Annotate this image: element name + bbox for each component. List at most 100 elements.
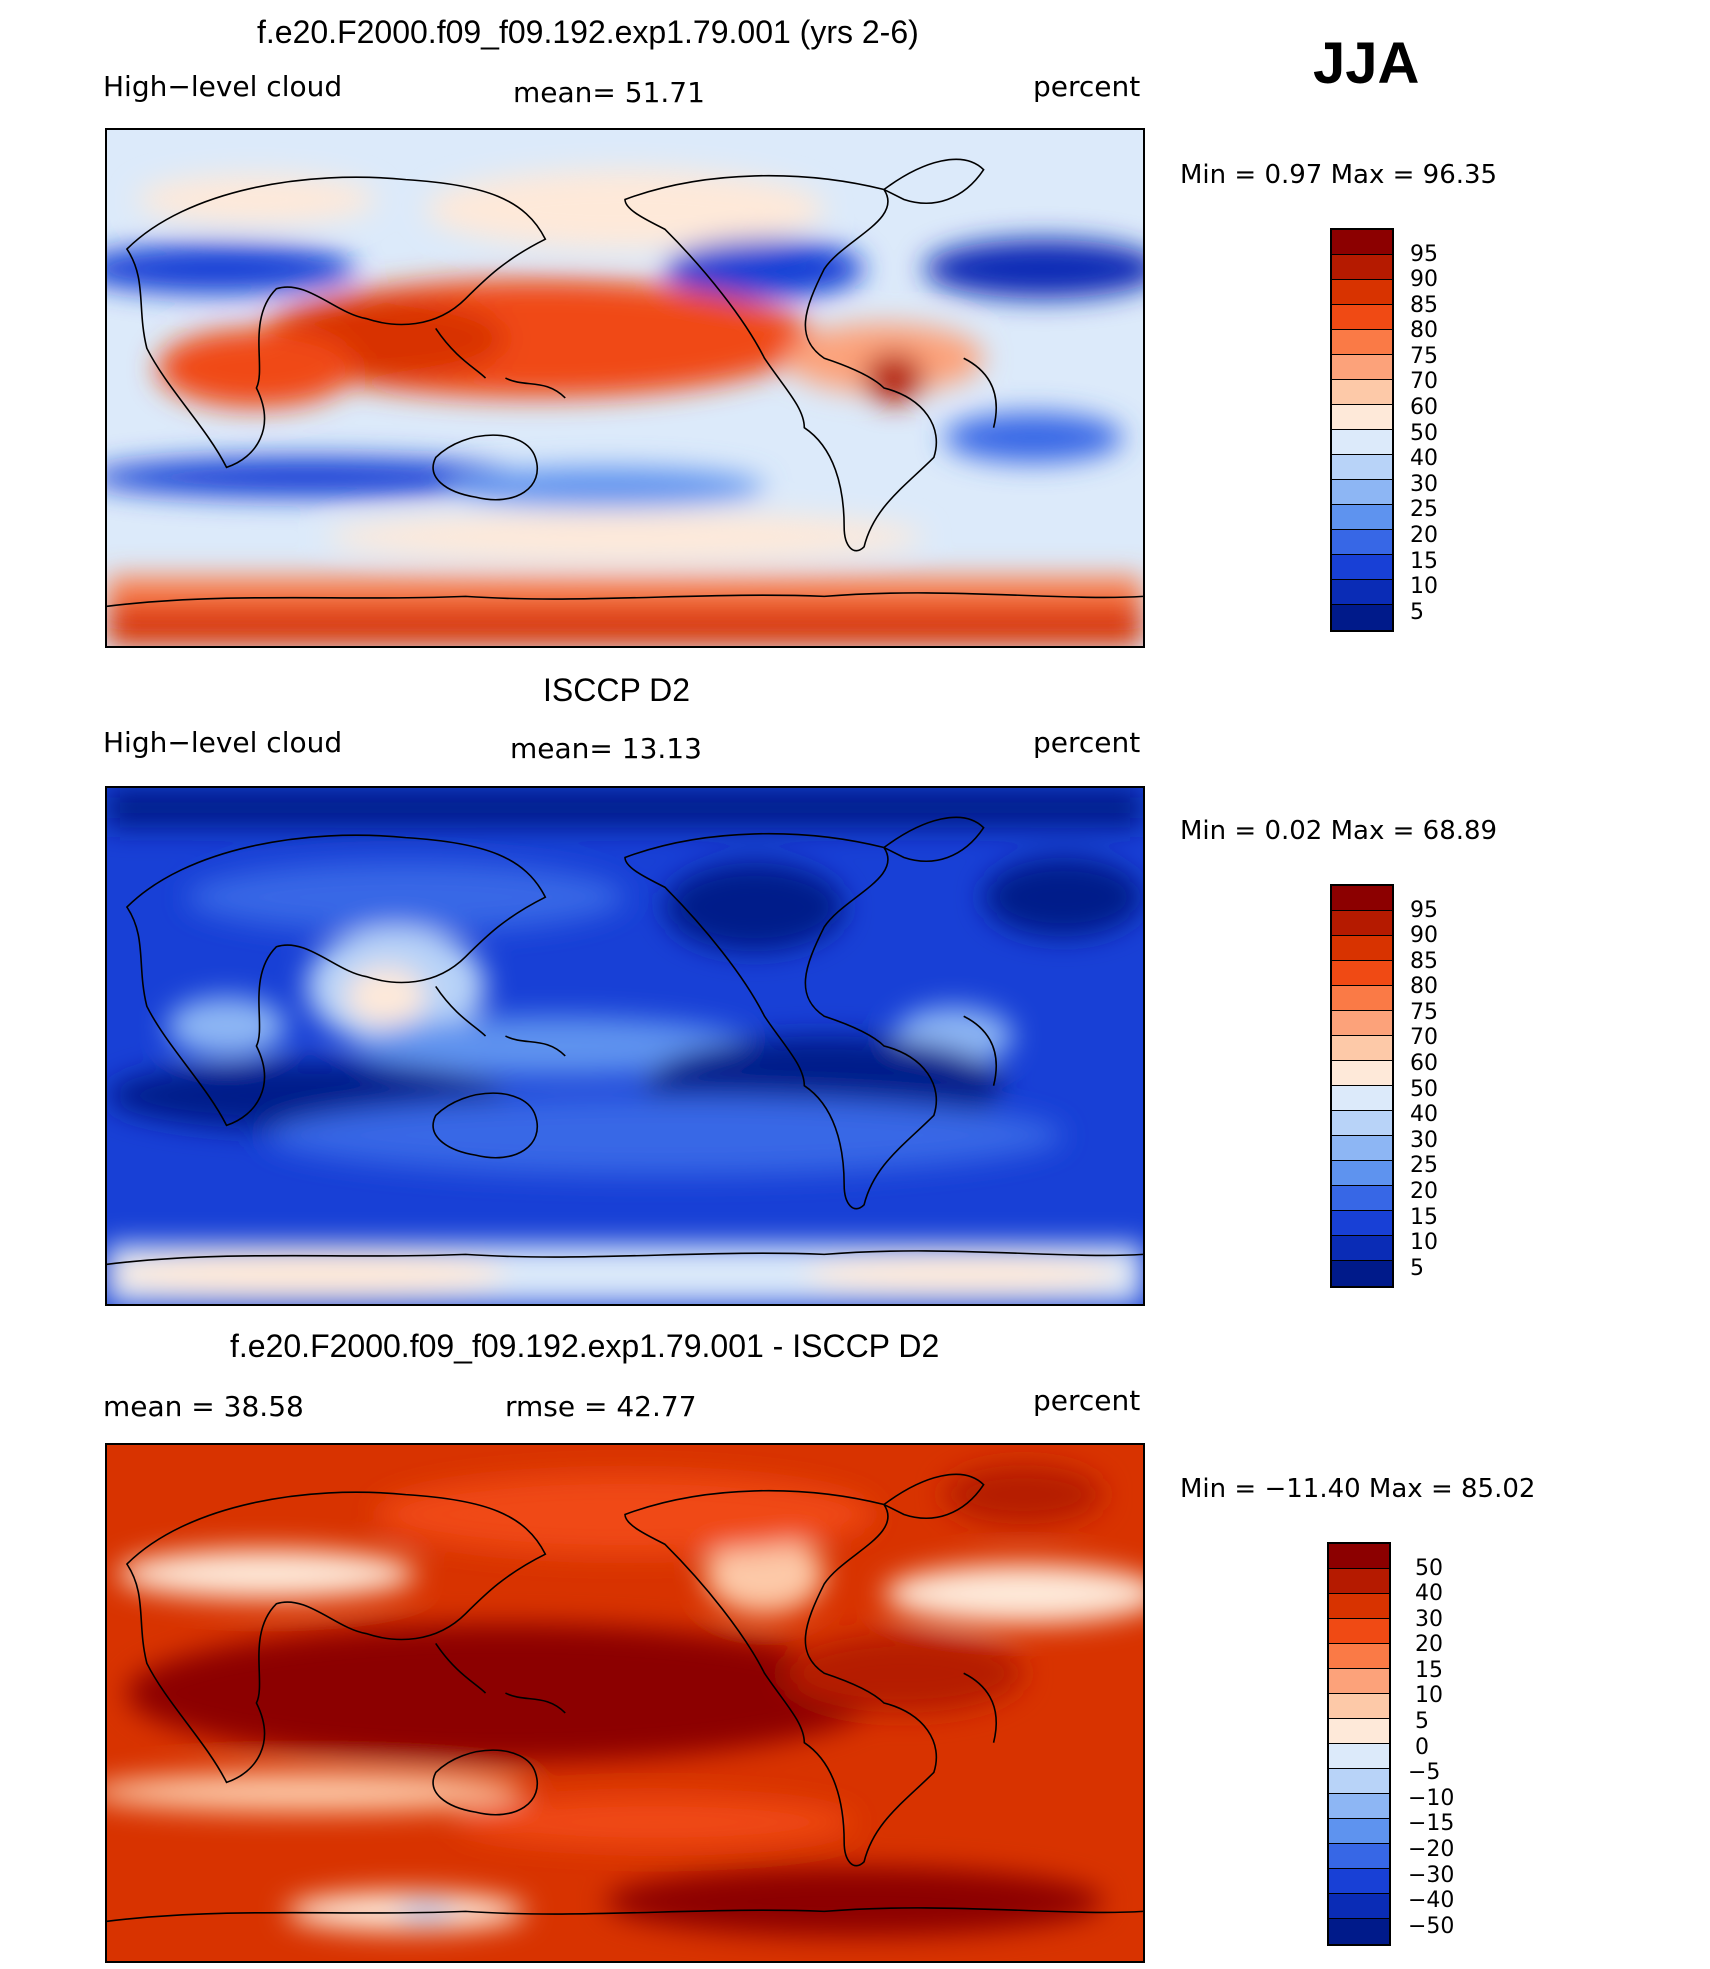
colorbar-tick-label: 20 [1415, 1632, 1443, 1657]
colorbar-swatch [1329, 1869, 1389, 1894]
panel-2-colorbar [1330, 884, 1394, 1288]
colorbar-tick-label: 5 [1410, 600, 1424, 625]
colorbar-tick-label: 50 [1410, 1077, 1438, 1102]
colorbar-tick-label: 30 [1410, 1128, 1438, 1153]
colorbar-swatch [1329, 1819, 1389, 1844]
colorbar-tick-label: 30 [1415, 1607, 1443, 1632]
colorbar-tick-label: 90 [1410, 267, 1438, 292]
colorbar-swatch [1332, 380, 1392, 405]
colorbar-tick-label: 20 [1410, 1179, 1438, 1204]
colorbar-swatch [1329, 1644, 1389, 1669]
colorbar-swatch [1329, 1669, 1389, 1694]
colorbar-swatch [1332, 305, 1392, 330]
panel-1-colorbar [1330, 228, 1394, 632]
panel-2-mean: mean= 13.13 [510, 732, 702, 765]
colorbar-swatch [1332, 405, 1392, 430]
colorbar-swatch [1329, 1919, 1389, 1944]
panel-2-units: percent [1033, 726, 1141, 759]
colorbar-swatch [1332, 455, 1392, 480]
difference-field [107, 1464, 1143, 1937]
colorbar-tick-label: 10 [1410, 574, 1438, 599]
colorbar-swatch [1332, 230, 1392, 255]
colorbar-swatch [1332, 1011, 1392, 1036]
colorbar-swatch [1332, 1161, 1392, 1186]
colorbar-swatch [1332, 1086, 1392, 1111]
panel-3-units: percent [1033, 1384, 1141, 1417]
panel-2-title: ISCCP D2 [543, 672, 691, 708]
colorbar-swatch [1329, 1844, 1389, 1869]
colorbar-tick-label: 5 [1415, 1709, 1429, 1734]
colorbar-swatch [1332, 1111, 1392, 1136]
colorbar-swatch [1332, 1236, 1392, 1261]
panel-1-map-svg [107, 130, 1143, 646]
colorbar-swatch [1332, 605, 1392, 630]
colorbar-swatch [1332, 1136, 1392, 1161]
colorbar-swatch [1332, 530, 1392, 555]
colorbar-tick-label: 40 [1410, 446, 1438, 471]
colorbar-tick-label: 25 [1410, 497, 1438, 522]
colorbar-swatch [1332, 580, 1392, 605]
panel-3-rmse: rmse = 42.77 [505, 1390, 697, 1423]
colorbar-swatch [1332, 255, 1392, 280]
panel-2-minmax: Min = 0.02 Max = 68.89 [1180, 816, 1498, 846]
colorbar-tick-label: −20 [1408, 1837, 1455, 1862]
coastlines [107, 158, 1143, 608]
colorbar-tick-label: −10 [1408, 1786, 1455, 1811]
panel-3-map-svg [107, 1445, 1143, 1961]
colorbar-tick-label: −50 [1408, 1914, 1455, 1939]
colorbar-tick-label: 70 [1410, 369, 1438, 394]
colorbar-tick-label: 15 [1410, 549, 1438, 574]
colorbar-tick-label: 75 [1410, 1000, 1438, 1025]
colorbar-tick-label: 60 [1410, 1051, 1438, 1076]
colorbar-tick-label: 50 [1415, 1556, 1443, 1581]
colorbar-swatch [1332, 555, 1392, 580]
colorbar-tick-label: 0 [1415, 1735, 1429, 1760]
season-label: JJA [1313, 31, 1420, 96]
panel-3-colorbar [1327, 1542, 1391, 1946]
panel-3-mean: mean = 38.58 [103, 1390, 304, 1423]
colorbar-tick-label: 75 [1410, 344, 1438, 369]
colorbar-swatch [1332, 505, 1392, 530]
colorbar-tick-label: 80 [1410, 974, 1438, 999]
panel-2-map-svg [107, 788, 1143, 1304]
colorbar-swatch [1329, 1794, 1389, 1819]
colorbar-swatch [1332, 1186, 1392, 1211]
panel-1-units: percent [1033, 70, 1141, 103]
colorbar-tick-label: 90 [1410, 923, 1438, 948]
colorbar-swatch [1332, 355, 1392, 380]
panel-1-minmax: Min = 0.97 Max = 96.35 [1180, 160, 1498, 190]
colorbar-tick-label: 5 [1410, 1256, 1424, 1281]
colorbar-tick-label: 40 [1415, 1581, 1443, 1606]
colorbar-swatch [1332, 1261, 1392, 1286]
panel-1-mean: mean= 51.71 [513, 76, 705, 109]
colorbar-tick-label: 50 [1410, 421, 1438, 446]
colorbar-tick-label: 95 [1410, 898, 1438, 923]
colorbar-tick-label: 15 [1415, 1658, 1443, 1683]
colorbar-tick-label: 10 [1410, 1230, 1438, 1255]
colorbar-swatch [1332, 911, 1392, 936]
colorbar-swatch [1332, 1061, 1392, 1086]
colorbar-swatch [1329, 1769, 1389, 1794]
colorbar-swatch [1332, 886, 1392, 911]
colorbar-tick-label: 95 [1410, 242, 1438, 267]
colorbar-swatch [1329, 1894, 1389, 1919]
colorbar-swatch [1329, 1594, 1389, 1619]
colorbar-tick-label: 40 [1410, 1102, 1438, 1127]
colorbar-swatch [1332, 430, 1392, 455]
cloud-field [107, 169, 1143, 646]
colorbar-tick-label: −40 [1408, 1888, 1455, 1913]
panel-1-title: f.e20.F2000.f09_f09.192.exp1.79.001 (yrs… [257, 14, 919, 50]
panel-3-title: f.e20.F2000.f09_f09.192.exp1.79.001 - IS… [230, 1328, 940, 1364]
colorbar-tick-label: 85 [1410, 949, 1438, 974]
colorbar-tick-label: 60 [1410, 395, 1438, 420]
panel-1-map [105, 128, 1145, 648]
colorbar-tick-label: −30 [1408, 1863, 1455, 1888]
colorbar-tick-label: −5 [1408, 1760, 1441, 1785]
colorbar-swatch [1329, 1719, 1389, 1744]
colorbar-tick-label: 10 [1415, 1683, 1443, 1708]
colorbar-swatch [1332, 936, 1392, 961]
panel-3-map [105, 1443, 1145, 1963]
colorbar-tick-label: 80 [1410, 318, 1438, 343]
colorbar-swatch [1332, 1211, 1392, 1236]
colorbar-tick-label: 25 [1410, 1153, 1438, 1178]
